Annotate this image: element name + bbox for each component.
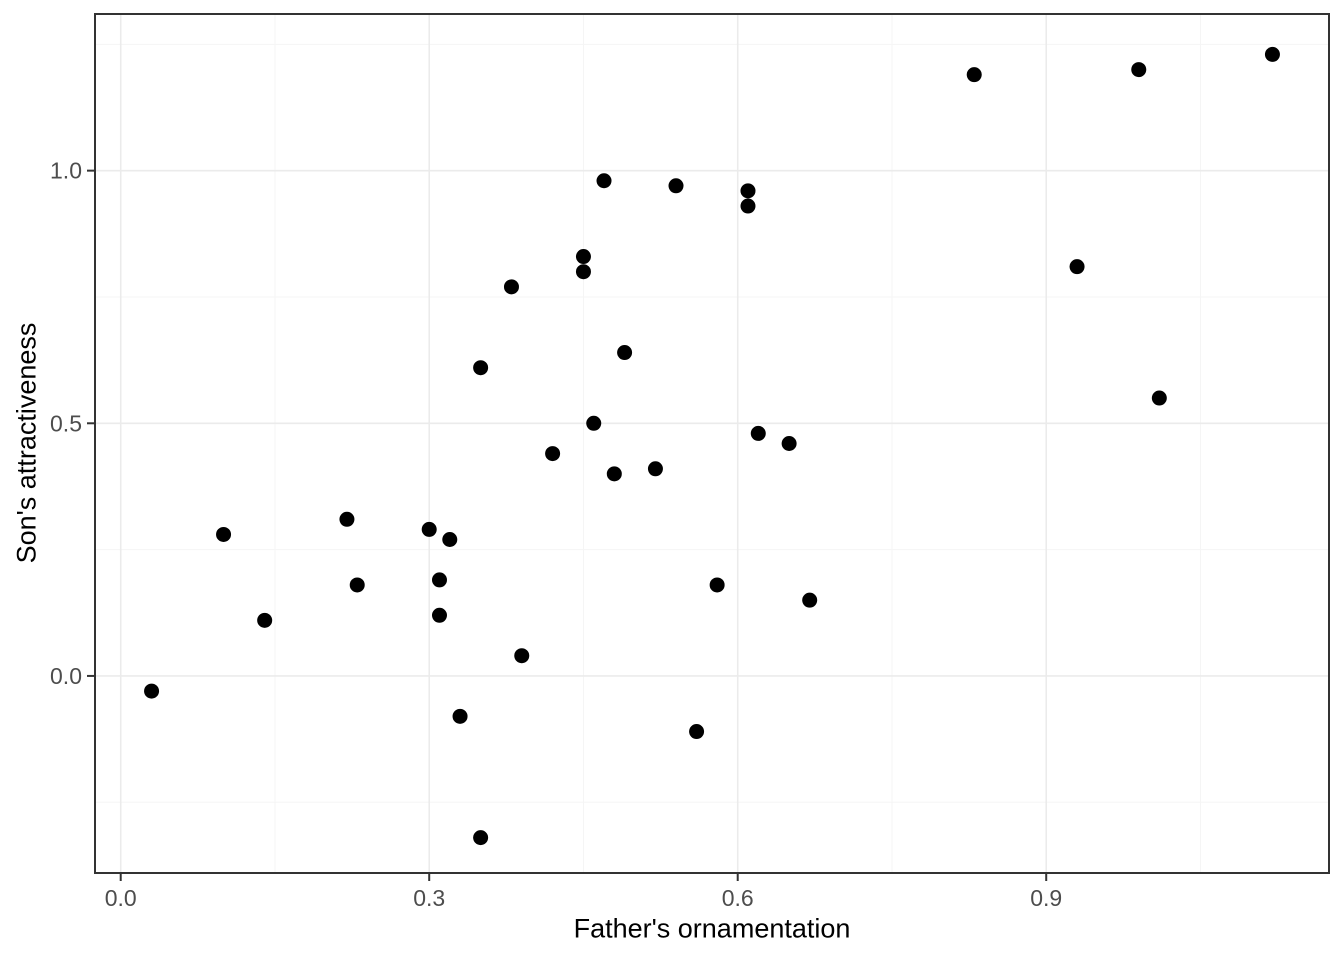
panel-background	[95, 14, 1329, 873]
data-point	[647, 461, 663, 477]
data-point	[966, 67, 982, 83]
data-point	[596, 173, 612, 189]
y-tick-label: 0.0	[50, 663, 82, 689]
data-point	[514, 648, 530, 664]
data-point	[586, 415, 602, 431]
x-tick-label: 0.6	[722, 885, 754, 911]
data-point	[802, 592, 818, 608]
data-point	[257, 612, 273, 628]
data-point	[349, 577, 365, 593]
x-tick-label: 0.9	[1030, 885, 1062, 911]
data-point	[575, 264, 591, 280]
data-point	[750, 425, 766, 441]
data-point	[431, 607, 447, 623]
data-point	[1264, 46, 1280, 62]
data-point	[1069, 259, 1085, 275]
data-point	[740, 183, 756, 199]
y-axis-title: Son's attractiveness	[11, 322, 42, 564]
data-point	[575, 249, 591, 265]
data-point	[545, 446, 561, 462]
data-point	[431, 572, 447, 588]
data-point	[452, 708, 468, 724]
data-point	[668, 178, 684, 194]
data-point	[144, 683, 160, 699]
data-point	[606, 466, 622, 482]
y-tick-label: 1.0	[50, 158, 82, 184]
data-point	[689, 724, 705, 740]
x-tick-label: 0.3	[413, 885, 445, 911]
data-point	[216, 526, 232, 542]
data-point	[473, 830, 489, 846]
data-point	[421, 521, 437, 537]
x-tick-label: 0.0	[105, 885, 137, 911]
data-point	[709, 577, 725, 593]
data-point	[503, 279, 519, 295]
data-point	[442, 532, 458, 548]
panel-border	[94, 13, 1330, 874]
data-point	[1151, 390, 1167, 406]
data-point	[1131, 62, 1147, 78]
data-point	[781, 436, 797, 451]
data-point	[473, 360, 489, 376]
data-point	[740, 198, 756, 214]
data-point	[339, 511, 355, 527]
x-axis-title: Father's ornamentation	[573, 913, 851, 944]
y-tick-label: 0.5	[50, 410, 82, 436]
data-point	[617, 345, 633, 361]
